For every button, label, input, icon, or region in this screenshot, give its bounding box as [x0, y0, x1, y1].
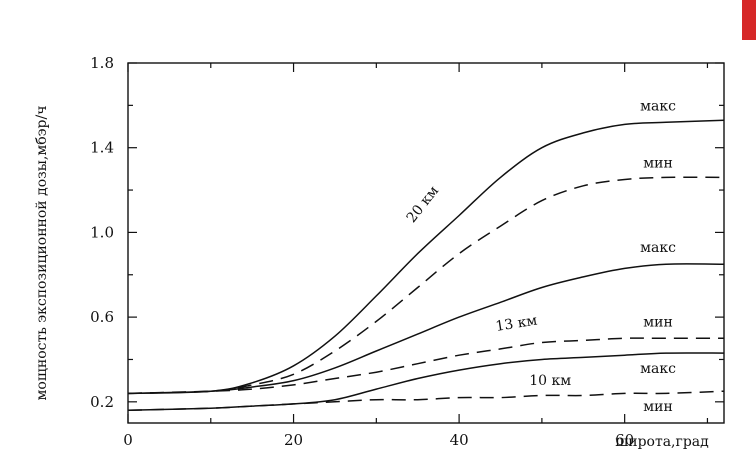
annotation-label_13km: 13 км: [494, 313, 538, 335]
annotation-label_10km: 10 км: [529, 373, 571, 389]
annotation-label_20km: 20 км: [404, 183, 442, 226]
y-tick-label: 1.0: [90, 223, 114, 241]
labels-group: 20 км 13 км 10 км макс мин макс мин макс мин: [404, 98, 676, 415]
plot-frame: [127, 62, 725, 424]
end-label-end_10km_max: макс: [640, 361, 676, 377]
series-line-10km_min: [127, 390, 725, 412]
end-label-end_13km_min: мин: [643, 314, 673, 330]
series-line-20km_max: [127, 119, 725, 395]
y-tick-label: 0.6: [90, 308, 114, 326]
x-tick-label: 0: [123, 431, 133, 449]
series-line-13km_max: [127, 263, 725, 395]
series-line-10km_max: [127, 352, 725, 412]
y-tick-label: 0.2: [90, 393, 114, 411]
end-label-end_10km_min: мин: [643, 399, 673, 415]
end-label-end_20km_max: макс: [640, 98, 676, 114]
x-tick-label: 60: [615, 431, 634, 449]
series-line-20km_min: [127, 176, 725, 395]
axes-group: 0 20 40 60 0.2 0.6 1.0 1.4 1.8 широта,град мощност…: [34, 54, 725, 450]
y-tick-label: 1.4: [90, 139, 114, 157]
end-label-end_13km_max: макс: [640, 240, 676, 256]
red-corner-marker: [742, 0, 756, 40]
series-group: [127, 119, 725, 412]
x-axis-label: широта,град: [615, 434, 709, 450]
series-line-13km_min: [127, 337, 724, 395]
y-tick-label: 1.8: [90, 54, 114, 72]
x-tick-label: 20: [284, 431, 303, 449]
y-axis-label: мощность экспозиционной дозы,мбэр/ч: [34, 106, 50, 401]
x-tick-label: 40: [450, 431, 469, 449]
end-label-end_20km_min: мин: [643, 156, 673, 172]
